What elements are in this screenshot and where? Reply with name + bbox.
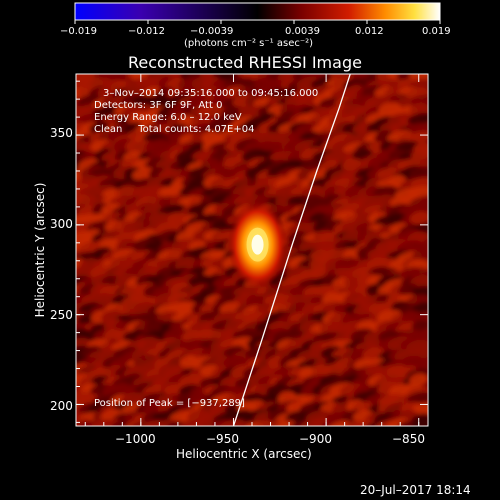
time-range-annotation: 3–Nov–2014 09:35:16.000 to 09:45:16.000 [103,88,319,99]
clean-counts-annotation: Clean Total counts: 4.07E+04 [94,124,255,135]
detectors-annotation: Detectors: 3F 6F 9F, Att 0 [94,100,223,111]
colorbar-tick-label: 0.012 [355,26,384,37]
colorbar-tick-label: 0.019 [422,26,451,37]
x-tick-label: −850 [392,432,425,446]
y-tick-label: 250 [50,308,73,322]
noise-pattern [76,74,428,426]
solar-limb-line [232,74,351,426]
colorbar-ticks [74,20,441,24]
colorbar-tick-label: 0.0039 [285,26,320,37]
x-tick-label: −1000 [115,432,156,446]
colorbar [74,2,441,21]
colorbar-units-label: (photons cm⁻² s⁻¹ asec⁻²) [184,38,314,49]
y-tick-label: 200 [50,399,73,413]
colorbar-tick-label: −0.0039 [190,26,234,37]
peak-position-annotation: Position of Peak = [−937,289] [94,398,245,409]
x-tick-label: −900 [299,432,332,446]
y-tick-label: 350 [50,126,73,140]
chart-title: Reconstructed RHESSI Image [128,53,362,72]
y-tick-label: 300 [50,217,73,231]
footer-timestamp: 20–Jul–2017 18:14 [360,483,471,497]
colorbar-tick-label: −0.019 [60,26,98,37]
x-axis-label: Heliocentric X (arcsec) [176,447,312,461]
energy-range-annotation: Energy Range: 6.0 – 12.0 keV [94,112,242,123]
colorbar-tick-label: −0.012 [128,26,166,37]
x-tick-label: −950 [206,432,239,446]
flare-source-core [251,234,264,255]
y-axis-label: Heliocentric Y (arcsec) [33,182,47,318]
